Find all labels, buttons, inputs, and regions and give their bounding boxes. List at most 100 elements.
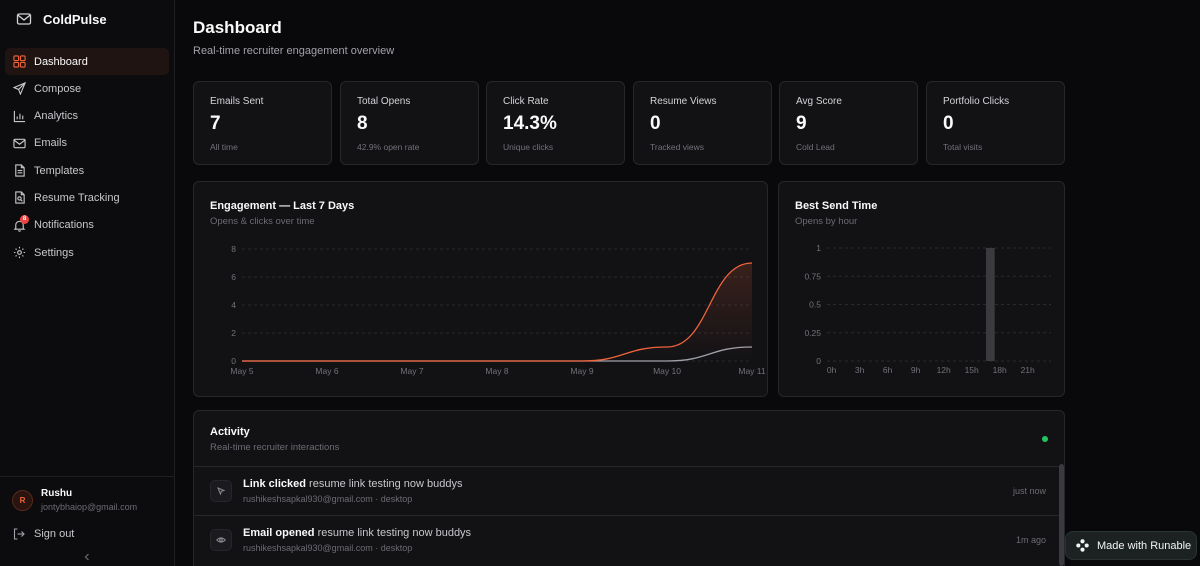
activity-card: Activity Real-time recruiter interaction… bbox=[193, 410, 1065, 566]
stat-card-portfolio-clicks: Portfolio Clicks 0 Total visits bbox=[926, 81, 1065, 165]
sign-out-button[interactable]: Sign out bbox=[0, 528, 174, 540]
stat-label: Avg Score bbox=[796, 96, 842, 107]
gear-icon bbox=[13, 247, 26, 259]
x-tick-label: May 7 bbox=[400, 366, 423, 376]
activity-subtitle: Real-time recruiter interactions bbox=[210, 442, 340, 453]
sidebar-item-label: Dashboard bbox=[34, 55, 88, 68]
runable-logo-icon bbox=[1076, 539, 1089, 552]
stat-sub: All time bbox=[210, 142, 238, 152]
sidebar-item-resume-tracking[interactable]: Resume Tracking bbox=[5, 184, 169, 211]
sidebar-item-compose[interactable]: Compose bbox=[5, 75, 169, 102]
file-text-icon bbox=[15, 164, 25, 177]
live-status-dot bbox=[1042, 436, 1048, 442]
x-tick-label: 18h bbox=[993, 365, 1007, 375]
sidebar-item-label: Settings bbox=[34, 246, 74, 259]
send-icon bbox=[13, 82, 26, 96]
page-subtitle: Real-time recruiter engagement overview bbox=[193, 45, 395, 57]
notification-badge: 8 bbox=[20, 214, 29, 224]
y-tick-label: 0.75 bbox=[804, 271, 821, 281]
sidebar-item-label: Compose bbox=[34, 82, 82, 95]
file-search-icon bbox=[15, 191, 25, 205]
stat-value: 0 bbox=[650, 113, 661, 134]
brand[interactable]: ColdPulse bbox=[0, 0, 174, 38]
stat-sub: Total visits bbox=[943, 142, 983, 152]
y-tick-label: 1 bbox=[816, 243, 821, 253]
activity-item[interactable]: Link clicked resume link testing now bud… bbox=[194, 466, 1064, 515]
sidebar-item-dashboard[interactable]: Dashboard bbox=[5, 48, 169, 75]
page-title: Dashboard bbox=[193, 18, 282, 37]
stat-value: 8 bbox=[357, 113, 368, 134]
best-send-time-chart: 0 0.25 0.5 0.75 1 0h 3h 6h 9h 12h 15h 18h 21h bbox=[804, 243, 1051, 375]
stat-card-avg-score: Avg Score 9 Cold Lead bbox=[779, 81, 918, 165]
best-send-subtitle: Opens by hour bbox=[795, 216, 858, 227]
x-tick-label: 12h bbox=[937, 365, 951, 375]
stat-card-click-rate: Click Rate 14.3% Unique clicks bbox=[486, 81, 625, 165]
stat-value: 0 bbox=[943, 113, 954, 134]
grid-icon bbox=[13, 55, 26, 68]
stat-label: Emails Sent bbox=[210, 96, 264, 107]
sidebar: ColdPulse Dashboard Compose Analytics Em… bbox=[0, 0, 175, 566]
stat-value: 9 bbox=[796, 113, 807, 134]
stat-label: Total Opens bbox=[357, 96, 411, 107]
x-tick-label: May 11 bbox=[738, 366, 766, 376]
made-with-runable-button[interactable]: Made with Runable bbox=[1065, 531, 1197, 560]
x-tick-label: 6h bbox=[883, 365, 893, 375]
logout-icon bbox=[13, 528, 25, 540]
y-tick-label: 4 bbox=[231, 300, 236, 310]
sidebar-item-settings[interactable]: Settings bbox=[5, 239, 169, 266]
sidebar-item-templates[interactable]: Templates bbox=[5, 157, 169, 184]
x-tick-label: 15h bbox=[965, 365, 979, 375]
user-name: Rushu bbox=[41, 488, 73, 499]
sidebar-item-notifications[interactable]: 8 Notifications bbox=[5, 212, 169, 239]
stat-card-total-opens: Total Opens 8 42.9% open rate bbox=[340, 81, 479, 165]
activity-meta: rushikeshsapkal930@gmail.com · desktop bbox=[243, 543, 413, 553]
activity-meta: rushikeshsapkal930@gmail.com · desktop bbox=[243, 494, 413, 504]
y-tick-label: 0.25 bbox=[804, 328, 821, 338]
series-area bbox=[242, 263, 752, 361]
x-tick-label: 21h bbox=[1021, 365, 1035, 375]
x-tick-label: May 5 bbox=[230, 366, 253, 376]
activity-scrollbar[interactable] bbox=[1059, 464, 1064, 566]
y-tick-label: 2 bbox=[231, 328, 236, 338]
brand-name: ColdPulse bbox=[43, 11, 107, 27]
x-tick-label: 9h bbox=[911, 365, 921, 375]
y-tick-label: 0 bbox=[231, 356, 236, 366]
chevron-left-icon[interactable] bbox=[82, 552, 92, 562]
best-send-title: Best Send Time bbox=[795, 200, 878, 212]
stat-value: 7 bbox=[210, 113, 221, 134]
mail-logo-icon bbox=[16, 13, 32, 25]
series-line bbox=[242, 262, 753, 362]
stat-sub: Cold Lead bbox=[796, 142, 835, 152]
sidebar-item-label: Notifications bbox=[34, 219, 94, 232]
user-profile[interactable]: R Rushu jontybhaiop@gmail.com bbox=[0, 488, 174, 512]
sidebar-item-emails[interactable]: Emails bbox=[5, 130, 169, 157]
y-tick-label: 6 bbox=[231, 272, 236, 282]
sidebar-item-label: Resume Tracking bbox=[34, 191, 120, 204]
mail-icon bbox=[13, 138, 26, 149]
avatar: R bbox=[12, 489, 33, 511]
user-block: R Rushu jontybhaiop@gmail.com Sign out bbox=[0, 476, 174, 540]
sidebar-item-analytics[interactable]: Analytics bbox=[5, 103, 169, 130]
user-email: jontybhaiop@gmail.com bbox=[41, 502, 138, 512]
activity-action: Link clicked bbox=[243, 478, 306, 490]
stat-sub: 42.9% open rate bbox=[357, 142, 420, 152]
sidebar-item-label: Analytics bbox=[34, 110, 79, 123]
engagement-title: Engagement — Last 7 Days bbox=[210, 200, 355, 212]
stat-label: Resume Views bbox=[650, 96, 717, 107]
cursor-click-icon bbox=[210, 480, 232, 502]
x-tick-label: 3h bbox=[855, 365, 865, 375]
sidebar-nav: Dashboard Compose Analytics Emails Templ… bbox=[5, 48, 169, 266]
bar-chart-icon bbox=[13, 110, 26, 122]
x-tick-label: May 6 bbox=[315, 366, 338, 376]
stat-label: Portfolio Clicks bbox=[943, 96, 1010, 107]
activity-title: Activity bbox=[210, 426, 250, 438]
runable-label: Made with Runable bbox=[1097, 539, 1192, 552]
x-tick-label: May 9 bbox=[570, 366, 593, 376]
engagement-chart: 0 2 4 6 8 May 5 May 6 May 7 May 8 May 9 May 10 May … bbox=[230, 244, 766, 376]
sign-out-label: Sign out bbox=[34, 528, 75, 540]
activity-time: just now bbox=[1012, 486, 1046, 496]
sidebar-item-label: Emails bbox=[34, 137, 68, 150]
eye-icon bbox=[210, 529, 232, 551]
activity-subject: resume link testing now buddys bbox=[309, 478, 463, 490]
activity-item[interactable]: Email opened resume link testing now bud… bbox=[194, 515, 1064, 564]
